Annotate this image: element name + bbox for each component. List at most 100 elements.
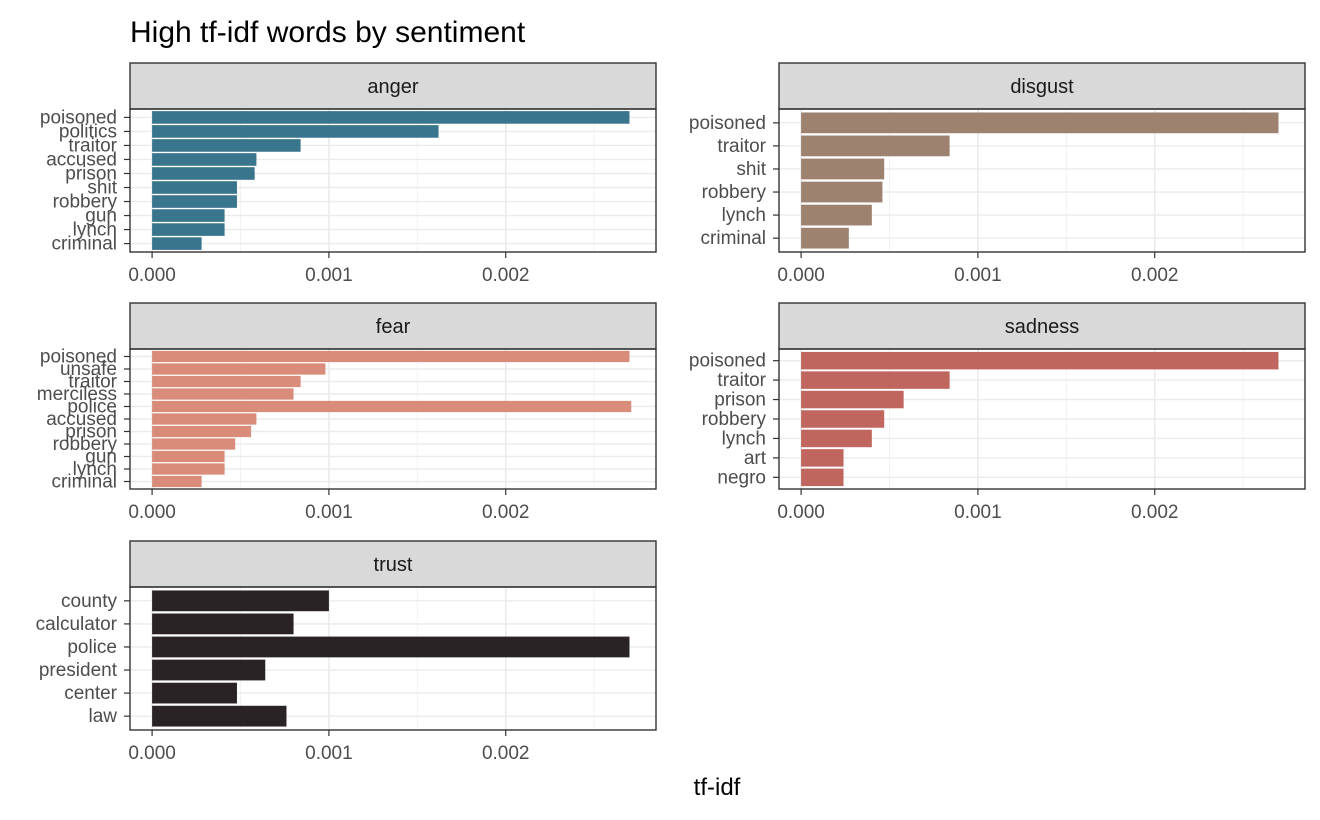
bar-sadness-art — [801, 449, 844, 467]
bar-trust-president — [152, 659, 266, 681]
panel-border — [129, 108, 657, 253]
facet-strip-label: sadness — [1005, 316, 1080, 338]
x-tick-label: 0.002 — [482, 265, 530, 286]
y-tick-label: calculator — [36, 614, 118, 635]
bar-anger-politics — [152, 125, 439, 138]
bar-fear-prison — [152, 425, 252, 438]
bar-sadness-traitor — [801, 371, 950, 389]
bar-disgust-criminal — [801, 227, 849, 249]
bar-anger-criminal — [152, 237, 202, 250]
y-tick-label: prison — [65, 163, 117, 184]
x-tick-label: 0.001 — [305, 743, 353, 764]
bar-anger-traitor — [152, 139, 301, 152]
facet-strip — [129, 540, 657, 588]
y-tick-label: merciless — [37, 384, 117, 405]
x-tick-label: 0.002 — [1131, 502, 1179, 523]
y-tick-label: police — [67, 397, 117, 418]
y-tick-label: center — [64, 683, 117, 704]
y-tick-label: unsafe — [60, 359, 117, 380]
x-axis-title: tf-idf — [694, 774, 741, 801]
y-tick-label: police — [67, 637, 117, 658]
bar-anger-gun — [152, 209, 225, 222]
y-tick-label: prison — [65, 422, 117, 443]
x-tick-label: 0.002 — [482, 743, 530, 764]
panel-border — [129, 586, 657, 731]
bar-anger-accused — [152, 153, 257, 166]
bar-fear-police — [152, 400, 632, 413]
y-tick-label: robbery — [702, 182, 767, 203]
y-tick-label: shit — [87, 178, 117, 199]
bar-fear-robbery — [152, 438, 236, 450]
y-tick-label: politics — [59, 121, 117, 142]
panel-border — [778, 108, 1306, 253]
bar-fear-unsafe — [152, 363, 326, 375]
bar-trust-law — [152, 705, 287, 727]
facet-strip-label: fear — [376, 316, 411, 338]
bar-trust-center — [152, 682, 237, 704]
facet-strip — [778, 62, 1306, 110]
facet-panel-anger: poisonedpoliticstraitoraccusedprisonshit… — [40, 62, 657, 286]
y-tick-label: criminal — [52, 234, 117, 255]
bar-anger-robbery — [152, 195, 237, 208]
y-tick-label: traitor — [717, 136, 766, 157]
bar-sadness-robbery — [801, 410, 885, 428]
y-tick-label: gun — [85, 206, 117, 227]
bar-fear-lynch — [152, 463, 225, 475]
y-tick-label: president — [39, 660, 118, 681]
facet-strip-label: anger — [367, 76, 418, 98]
bar-sadness-lynch — [801, 429, 872, 448]
y-tick-label: art — [744, 448, 767, 469]
bar-disgust-poisoned — [801, 112, 1279, 134]
bar-anger-shit — [152, 181, 237, 194]
bar-trust-calculator — [152, 613, 294, 635]
x-tick-label: 0.002 — [1131, 265, 1179, 286]
y-tick-label: robbery — [53, 434, 118, 455]
y-tick-label: accused — [46, 409, 117, 430]
bar-disgust-traitor — [801, 135, 950, 157]
facet-strip-label: trust — [374, 554, 413, 576]
bar-disgust-lynch — [801, 204, 872, 226]
y-tick-label: poisoned — [40, 107, 117, 128]
y-tick-label: criminal — [52, 472, 117, 493]
y-tick-label: prison — [714, 390, 766, 411]
y-tick-label: gun — [85, 447, 117, 468]
x-tick-label: 0.000 — [777, 502, 825, 523]
bar-sadness-poisoned — [801, 351, 1279, 370]
bar-sadness-negro — [801, 468, 844, 487]
x-tick-label: 0.002 — [482, 502, 530, 523]
bar-disgust-shit — [801, 158, 885, 180]
y-tick-label: robbery — [53, 192, 118, 213]
y-tick-label: county — [61, 591, 117, 612]
y-tick-label: traitor — [68, 372, 117, 393]
facet-strip-label: disgust — [1010, 76, 1074, 98]
bar-fear-criminal — [152, 475, 202, 488]
x-tick-label: 0.000 — [128, 502, 176, 523]
bar-fear-poisoned — [152, 350, 630, 363]
y-tick-label: poisoned — [689, 113, 766, 134]
bar-trust-county — [152, 590, 329, 612]
bar-fear-gun — [152, 450, 225, 463]
y-tick-label: negro — [717, 467, 766, 488]
facet-strip — [129, 62, 657, 110]
panel-border — [129, 348, 657, 490]
x-tick-label: 0.001 — [305, 265, 353, 286]
facet-panel-trust: countycalculatorpolicepresidentcenterlaw… — [36, 540, 657, 764]
bar-fear-merciless — [152, 388, 294, 400]
y-tick-label: lynch — [73, 459, 117, 480]
y-tick-label: lynch — [722, 205, 766, 226]
x-tick-label: 0.001 — [305, 502, 353, 523]
bar-fear-accused — [152, 413, 257, 425]
y-tick-label: criminal — [701, 228, 766, 249]
x-tick-label: 0.000 — [777, 265, 825, 286]
bar-fear-traitor — [152, 375, 301, 388]
y-tick-label: robbery — [702, 409, 767, 430]
bar-disgust-robbery — [801, 181, 883, 203]
y-tick-label: poisoned — [689, 351, 766, 372]
y-tick-label: traitor — [68, 135, 117, 156]
bar-anger-lynch — [152, 223, 225, 236]
x-tick-label: 0.001 — [954, 265, 1002, 286]
x-tick-label: 0.001 — [954, 502, 1002, 523]
